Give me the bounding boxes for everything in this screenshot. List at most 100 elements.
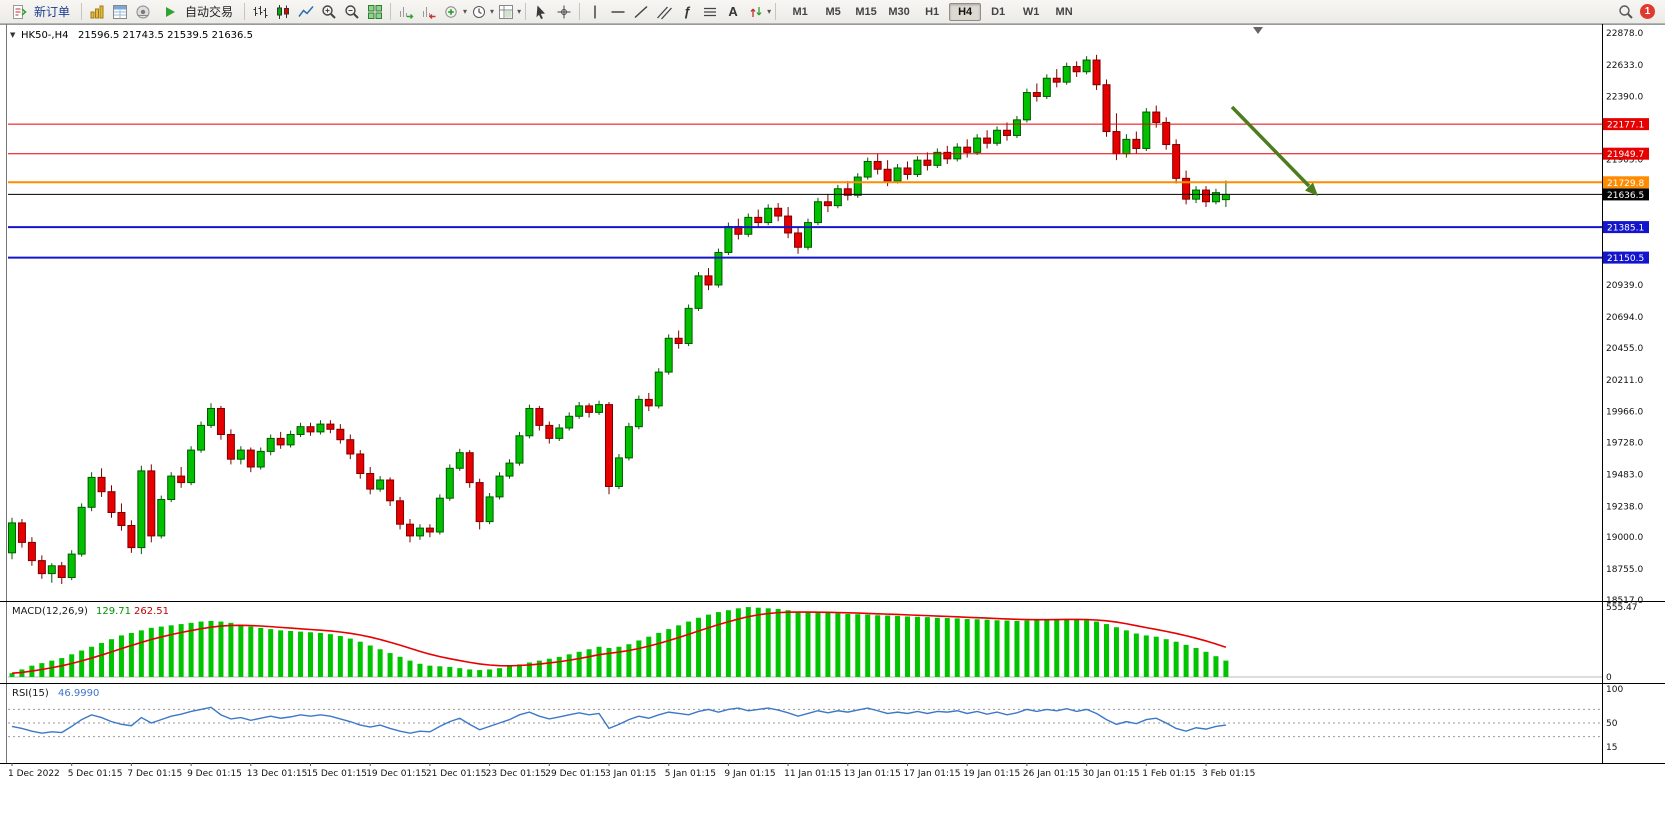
chart-symbol-title: HK50-,H4: [21, 30, 68, 41]
separator: [81, 3, 83, 20]
svg-text:21949.7: 21949.7: [1607, 150, 1644, 160]
cursor-icon[interactable]: [530, 1, 552, 23]
svg-text:19 Dec 01:15: 19 Dec 01:15: [366, 769, 427, 779]
rsi-panel[interactable]: 100 50 15: [8, 685, 1623, 753]
svg-text:21729.8: 21729.8: [1607, 179, 1644, 189]
svg-text:20455.0: 20455.0: [1606, 344, 1643, 354]
terminal-icon[interactable]: [132, 1, 154, 23]
svg-text:21150.5: 21150.5: [1607, 254, 1644, 264]
rsi-label: RSI(15): [12, 688, 49, 699]
chart-ohlc-values: 21596.5 21743.5 21539.5 21636.5: [78, 30, 253, 41]
chart-shift-icon[interactable]: [418, 1, 440, 23]
arrows-caret-icon[interactable]: ▾: [767, 7, 772, 16]
macd-panel[interactable]: 555.47 0: [8, 603, 1638, 683]
candlestick-chart-icon[interactable]: [272, 1, 294, 23]
separator: [775, 3, 777, 20]
svg-text:20211.0: 20211.0: [1606, 376, 1643, 386]
candlestick-series[interactable]: [8, 54, 1230, 585]
text-tool-icon[interactable]: A: [728, 4, 738, 19]
line-chart-icon[interactable]: [295, 1, 317, 23]
data-window-icon[interactable]: [109, 1, 131, 23]
symbol-dropdown-icon[interactable]: ▼: [10, 31, 16, 39]
svg-text:30 Jan 01:15: 30 Jan 01:15: [1083, 769, 1140, 779]
timeframe-h1-button[interactable]: H1: [925, 5, 940, 18]
horizontal-line-objects[interactable]: 22177.1 21949.7 21729.8 21636.5 21385.1 21150…: [8, 118, 1649, 264]
chart-frame: [0, 24, 1665, 764]
svg-text:11 Jan 01:15: 11 Jan 01:15: [784, 769, 841, 779]
svg-text:19238.0: 19238.0: [1606, 502, 1643, 512]
add-indicator-icon[interactable]: [441, 1, 463, 23]
tile-windows-icon[interactable]: [364, 1, 386, 23]
svg-text:13 Dec 01:15: 13 Dec 01:15: [247, 769, 308, 779]
macd-signal-value: 262.51: [134, 606, 169, 617]
timeframe-m15-button[interactable]: M15: [855, 5, 877, 18]
bar-chart-icon[interactable]: [249, 1, 271, 23]
auto-trading-button[interactable]: 自动交易: [155, 0, 240, 25]
zoom-in-icon[interactable]: [318, 1, 340, 23]
svg-text:21 Dec 01:15: 21 Dec 01:15: [426, 769, 487, 779]
timeframe-m5-button[interactable]: M5: [825, 5, 841, 18]
svg-text:19966.0: 19966.0: [1606, 408, 1643, 418]
templates-icon[interactable]: [495, 1, 517, 23]
timeframe-m30-button[interactable]: M30: [888, 5, 910, 18]
svg-text:15: 15: [1606, 743, 1617, 753]
macd-value: 129.71: [96, 606, 131, 617]
svg-text:26 Jan 01:15: 26 Jan 01:15: [1023, 769, 1080, 779]
svg-text:20694.0: 20694.0: [1606, 313, 1643, 323]
separator: [244, 3, 246, 20]
timeframe-w1-button[interactable]: W1: [1022, 5, 1040, 18]
svg-text:17 Jan 01:15: 17 Jan 01:15: [904, 769, 961, 779]
svg-text:5 Jan 01:15: 5 Jan 01:15: [665, 769, 716, 779]
periods-clock-icon[interactable]: [468, 1, 490, 23]
svg-text:18517.0: 18517.0: [1606, 596, 1643, 606]
notification-badge[interactable]: 1: [1640, 4, 1655, 19]
cycle-lines-icon[interactable]: [699, 1, 721, 23]
svg-text:19483.0: 19483.0: [1606, 470, 1643, 480]
arrows-tool-icon[interactable]: [745, 1, 767, 23]
new-order-label: 新订单: [34, 5, 71, 19]
svg-text:19 Jan 01:15: 19 Jan 01:15: [963, 769, 1020, 779]
annotations[interactable]: [1230, 27, 1318, 196]
svg-text:13 Jan 01:15: 13 Jan 01:15: [844, 769, 901, 779]
svg-text:50: 50: [1606, 719, 1618, 729]
auto-scroll-icon[interactable]: [395, 1, 417, 23]
svg-text:18755.0: 18755.0: [1606, 565, 1643, 575]
trendline-icon[interactable]: [630, 1, 652, 23]
crosshair-icon[interactable]: [553, 1, 575, 23]
svg-text:100: 100: [1606, 685, 1623, 695]
svg-text:19728.0: 19728.0: [1606, 439, 1643, 449]
svg-text:20939.0: 20939.0: [1606, 281, 1643, 291]
vertical-line-icon[interactable]: [584, 1, 606, 23]
svg-text:7 Dec 01:15: 7 Dec 01:15: [127, 769, 182, 779]
svg-text:29 Dec 01:15: 29 Dec 01:15: [545, 769, 606, 779]
svg-text:21905.0: 21905.0: [1606, 156, 1643, 166]
new-order-icon: [8, 1, 30, 23]
timeframe-h4-button[interactable]: H4: [949, 2, 982, 21]
templates-caret-icon[interactable]: ▾: [517, 7, 522, 16]
timeframe-mn-button[interactable]: MN: [1055, 5, 1073, 18]
time-axis[interactable]: 1 Dec 2022 5 Dec 01:15 7 Dec 01:15 9 Dec 01…: [8, 763, 1255, 779]
svg-text:22633.0: 22633.0: [1606, 61, 1643, 71]
periods-caret-icon[interactable]: ▾: [490, 7, 495, 16]
horizontal-line-icon[interactable]: [607, 1, 629, 23]
fibonacci-icon[interactable]: ƒ: [683, 4, 691, 19]
svg-text:3 Jan 01:15: 3 Jan 01:15: [605, 769, 656, 779]
macd-label: MACD(12,26,9): [12, 606, 88, 617]
svg-text:19000.0: 19000.0: [1606, 533, 1643, 543]
equidistant-channel-icon[interactable]: [653, 1, 675, 23]
search-icon[interactable]: [1615, 1, 1637, 23]
add-indicator-caret-icon[interactable]: ▾: [463, 7, 468, 16]
auto-trading-label: 自动交易: [185, 5, 234, 19]
svg-text:21385.1: 21385.1: [1607, 224, 1644, 234]
svg-text:3 Feb 01:15: 3 Feb 01:15: [1202, 769, 1255, 779]
chart-canvas[interactable]: 22878.0 22633.0 22390.0 21905.0 20939.0 20694…: [0, 24, 1665, 835]
zoom-out-icon[interactable]: [341, 1, 363, 23]
price-axis[interactable]: 22878.0 22633.0 22390.0 21905.0 20939.0 20694…: [1606, 29, 1643, 606]
timeframe-m1-button[interactable]: M1: [792, 5, 808, 18]
market-watch-icon[interactable]: [86, 1, 108, 23]
new-order-button[interactable]: 新订单: [4, 0, 77, 25]
timeframe-d1-button[interactable]: D1: [991, 5, 1006, 18]
svg-text:22878.0: 22878.0: [1606, 29, 1643, 39]
svg-text:22390.0: 22390.0: [1606, 92, 1643, 102]
